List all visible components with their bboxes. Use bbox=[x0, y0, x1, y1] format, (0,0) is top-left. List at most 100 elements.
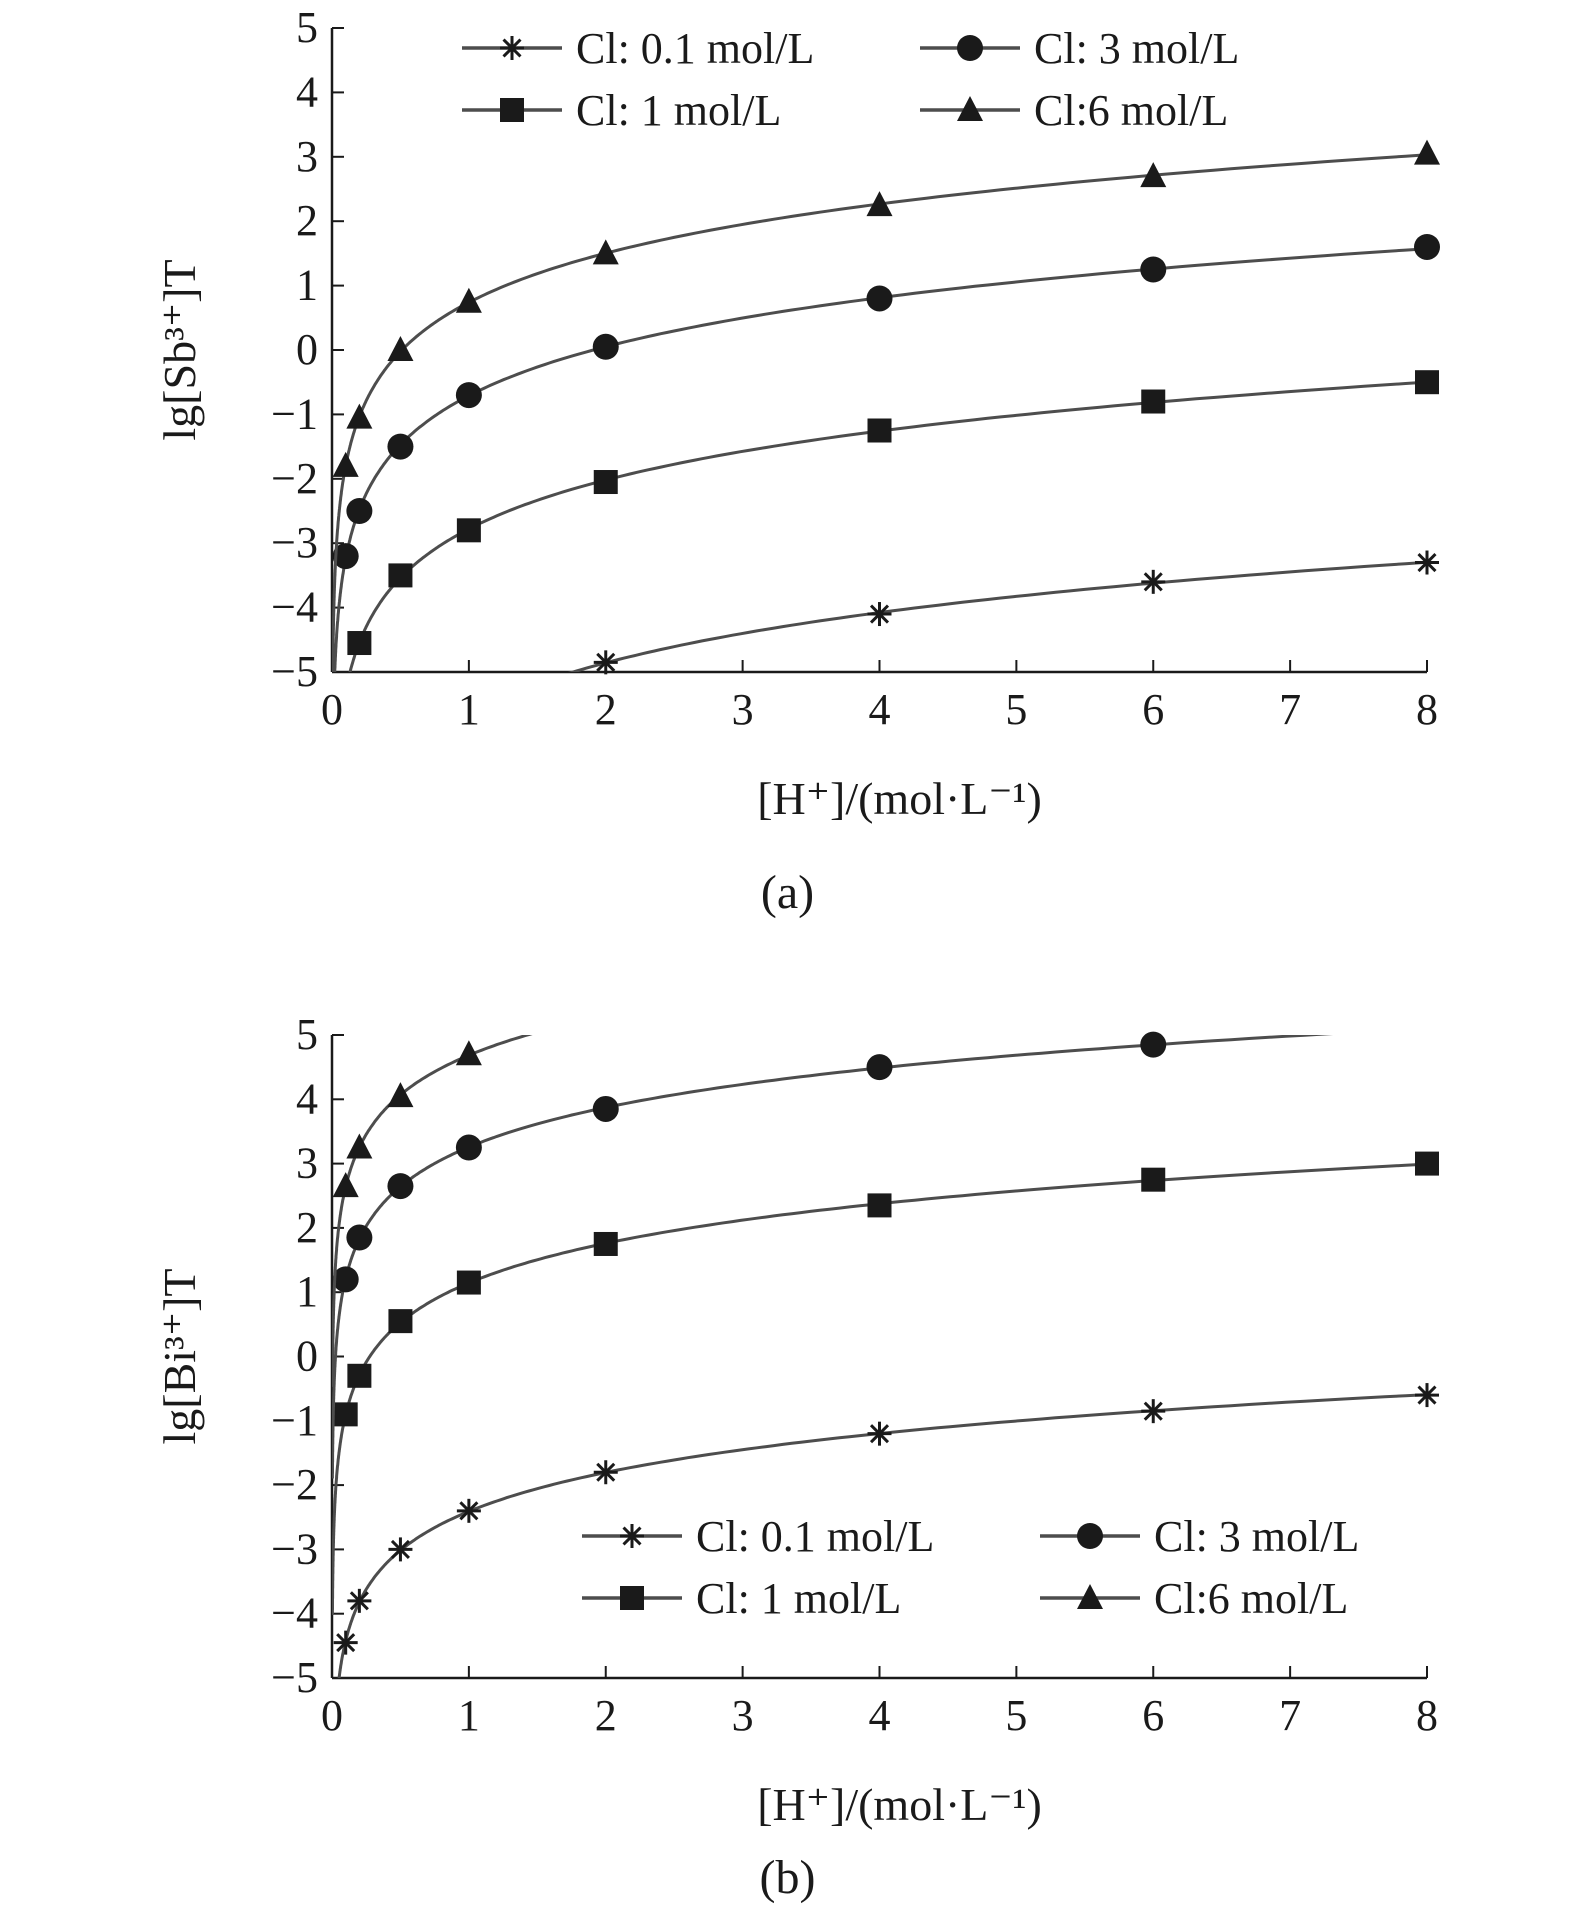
circle-marker bbox=[387, 433, 414, 460]
square-marker bbox=[593, 1231, 618, 1256]
legend-circle-marker bbox=[1077, 1523, 1103, 1549]
legend-square-marker bbox=[620, 1586, 644, 1610]
triangle-marker bbox=[1140, 162, 1167, 188]
square-marker bbox=[456, 1270, 481, 1295]
square-marker bbox=[347, 1363, 372, 1388]
y-tick-label: 3 bbox=[296, 1139, 318, 1188]
y-tick-label: −5 bbox=[271, 647, 318, 696]
x-tick-label: 6 bbox=[1142, 685, 1164, 734]
x-tick-label: 1 bbox=[458, 1691, 480, 1740]
square-marker bbox=[388, 563, 413, 588]
circle-marker bbox=[455, 382, 482, 409]
series-line bbox=[337, 1393, 1427, 1678]
x-tick-label: 1 bbox=[458, 685, 480, 734]
square-marker bbox=[593, 470, 618, 495]
triangle-marker bbox=[455, 287, 482, 313]
x-tick-label: 6 bbox=[1142, 1691, 1164, 1740]
asterisk-marker bbox=[388, 1537, 413, 1562]
legend-label: Cl: 1 mol/L bbox=[576, 86, 781, 135]
legend-asterisk-marker bbox=[620, 1524, 644, 1548]
triangle-marker bbox=[1414, 139, 1440, 165]
legend-asterisk-marker bbox=[500, 36, 524, 60]
legend-label: Cl: 0.1 mol/L bbox=[576, 24, 814, 73]
triangle-marker bbox=[387, 1082, 414, 1108]
square-marker bbox=[867, 1193, 892, 1218]
square-marker bbox=[347, 631, 372, 656]
x-tick-label: 8 bbox=[1416, 1691, 1438, 1740]
y-tick-label: −1 bbox=[271, 389, 318, 438]
square-marker bbox=[388, 1309, 413, 1334]
series-line bbox=[332, 1162, 1427, 1615]
circle-marker bbox=[387, 1173, 414, 1200]
series-line bbox=[567, 560, 1427, 672]
y-tick-label: −4 bbox=[271, 1589, 318, 1638]
y-tick-label: 1 bbox=[296, 1267, 318, 1316]
circle-marker bbox=[866, 285, 893, 312]
x-axis-label: [H⁺]/(mol·L⁻¹) bbox=[757, 773, 1042, 824]
x-tick-label: 3 bbox=[732, 685, 754, 734]
legend-circle-marker bbox=[957, 35, 983, 61]
caption-b: (b) bbox=[759, 1851, 816, 1904]
x-tick-label: 3 bbox=[732, 1691, 754, 1740]
square-marker bbox=[867, 418, 892, 443]
series-line bbox=[333, 247, 1427, 672]
legend-square-marker bbox=[500, 98, 524, 122]
circle-marker bbox=[346, 498, 373, 524]
x-tick-label: 2 bbox=[595, 1691, 617, 1740]
triangle-marker bbox=[387, 336, 414, 361]
asterisk-marker bbox=[593, 650, 618, 675]
asterisk-marker bbox=[333, 1630, 358, 1655]
x-tick-label: 4 bbox=[869, 1691, 891, 1740]
circle-marker bbox=[332, 543, 359, 570]
asterisk-marker bbox=[1141, 569, 1166, 594]
square-marker bbox=[1415, 1151, 1439, 1176]
y-tick-label: 4 bbox=[296, 1074, 318, 1123]
asterisk-marker bbox=[867, 1421, 892, 1446]
circle-marker bbox=[1414, 233, 1440, 260]
circle-marker bbox=[1140, 256, 1167, 283]
y-tick-label: −2 bbox=[271, 454, 318, 503]
legend-label: Cl:6 mol/L bbox=[1154, 1574, 1348, 1623]
triangle-marker bbox=[866, 191, 893, 217]
x-tick-label: 7 bbox=[1279, 685, 1301, 734]
square-marker bbox=[456, 518, 481, 543]
y-tick-label: −3 bbox=[271, 518, 318, 567]
y-tick-label: −4 bbox=[271, 583, 318, 632]
asterisk-marker bbox=[347, 1588, 372, 1613]
circle-marker bbox=[592, 333, 619, 360]
asterisk-marker bbox=[593, 1460, 618, 1485]
x-tick-label: 8 bbox=[1416, 685, 1438, 734]
y-tick-label: 3 bbox=[296, 132, 318, 181]
y-tick-label: 0 bbox=[296, 325, 318, 374]
x-tick-label: 5 bbox=[1005, 685, 1027, 734]
legend-triangle-marker bbox=[957, 96, 983, 121]
triangle-marker bbox=[455, 1040, 482, 1066]
y-tick-label: 1 bbox=[296, 261, 318, 310]
circle-marker bbox=[346, 1224, 373, 1251]
asterisk-marker bbox=[1415, 550, 1439, 575]
caption-a: (a) bbox=[760, 866, 815, 919]
x-tick-label: 7 bbox=[1279, 1691, 1301, 1740]
y-tick-label: 4 bbox=[296, 67, 318, 116]
circle-marker bbox=[455, 1134, 482, 1161]
series-line bbox=[348, 380, 1427, 672]
y-tick-label: −5 bbox=[271, 1653, 318, 1702]
legend-label: Cl: 3 mol/L bbox=[1034, 24, 1239, 73]
triangle-marker bbox=[592, 239, 619, 265]
circle-marker bbox=[866, 1054, 893, 1081]
y-axis-label: lg[Bi³⁺]T bbox=[154, 1268, 205, 1444]
asterisk-marker bbox=[1141, 1399, 1166, 1424]
x-tick-label: 4 bbox=[869, 685, 891, 734]
x-tick-label: 0 bbox=[321, 685, 343, 734]
legend-label: Cl: 0.1 mol/L bbox=[696, 1512, 934, 1561]
y-tick-label: 2 bbox=[296, 1203, 318, 1252]
legend-triangle-marker bbox=[1077, 1584, 1103, 1609]
triangle-marker bbox=[346, 403, 373, 429]
circle-marker bbox=[592, 1095, 619, 1122]
legend-label: Cl: 3 mol/L bbox=[1154, 1512, 1359, 1561]
y-tick-label: −1 bbox=[271, 1396, 318, 1445]
triangle-marker bbox=[332, 1172, 359, 1198]
series-line bbox=[332, 1035, 533, 1387]
